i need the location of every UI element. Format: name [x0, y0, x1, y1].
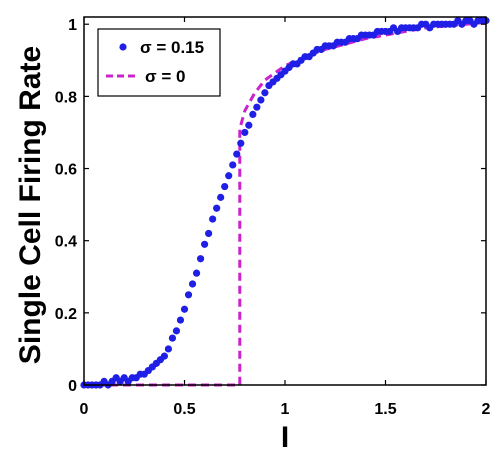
y-axis-label: Single Cell Firing Rate	[14, 46, 47, 364]
x-tick-label: 0.5	[173, 401, 195, 418]
x-tick-label: 1.5	[374, 401, 396, 418]
legend-label-noisy: σ = 0.15	[140, 38, 204, 57]
data-point	[201, 240, 209, 248]
data-point	[237, 139, 245, 147]
data-point	[192, 269, 201, 277]
data-point	[168, 334, 177, 342]
axis-ticks: 0 0.5 1 1.5 2 0 0.2 0.4 0.6 0.8 1	[55, 17, 491, 418]
data-point	[241, 128, 249, 137]
y-tick-label: 0.8	[55, 89, 77, 106]
data-point	[253, 103, 261, 111]
data-point	[229, 161, 237, 169]
data-point	[233, 150, 241, 158]
data-point	[196, 255, 205, 263]
legend-label-deterministic: σ = 0	[145, 67, 185, 86]
y-tick-label: 0.6	[55, 162, 77, 179]
data-point	[209, 215, 217, 223]
data-point	[160, 352, 168, 360]
x-tick-label: 0	[80, 401, 89, 418]
data-point	[245, 121, 253, 129]
data-point	[172, 327, 181, 335]
legend-box	[97, 28, 221, 97]
data-point	[225, 172, 233, 180]
y-tick-label: 1	[68, 17, 77, 34]
data-point	[221, 182, 229, 191]
series-layer	[80, 17, 490, 389]
data-point	[213, 204, 221, 212]
x-tick-label: 1	[281, 401, 290, 418]
legend: σ = 0.15 σ = 0	[97, 28, 221, 97]
y-tick-label: 0.2	[55, 306, 77, 323]
x-tick-label: 2	[482, 401, 491, 418]
data-point	[261, 89, 269, 97]
data-point	[164, 345, 173, 353]
y-tick-label: 0	[68, 378, 77, 395]
data-point	[184, 291, 193, 299]
data-point	[205, 229, 213, 238]
x-axis-label: I	[281, 421, 289, 454]
legend-marker-noisy	[119, 43, 127, 51]
data-point	[180, 305, 189, 313]
data-point	[257, 96, 265, 104]
y-tick-label: 0.4	[55, 234, 77, 251]
data-point	[217, 193, 225, 201]
data-point	[176, 316, 185, 324]
data-point	[249, 110, 257, 119]
data-point	[188, 280, 197, 288]
